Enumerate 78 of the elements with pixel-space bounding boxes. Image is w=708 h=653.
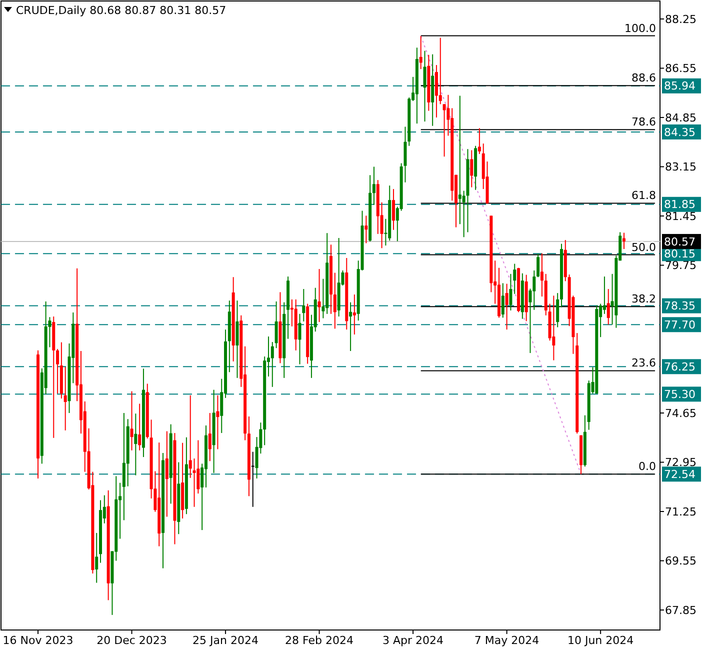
annotation: 78.6	[632, 116, 656, 129]
candlestick	[333, 272, 336, 330]
x-tick-label: 20 Dec 2023	[96, 634, 167, 647]
candlestick	[438, 37, 442, 105]
candlestick	[130, 390, 134, 451]
ref-line-label: 84.35	[664, 126, 696, 139]
candlestick	[622, 232, 626, 250]
x-tick-label: 16 Nov 2023	[2, 634, 74, 647]
candlestick	[505, 283, 508, 330]
y-tick-label: 84.85	[665, 111, 696, 124]
candlestick	[532, 270, 536, 310]
candlestick	[208, 412, 212, 462]
candlestick	[165, 430, 168, 518]
candlestick	[423, 50, 426, 122]
y-tick-label: 71.25	[665, 505, 696, 518]
ref-line-label: 77.70	[664, 318, 696, 332]
annotation: 88.6	[632, 72, 656, 85]
candlestick	[192, 458, 196, 508]
candlestick	[216, 394, 220, 450]
chart-title: CRUDE,Daily 80.68 80.87 80.31 80.57	[16, 4, 226, 17]
ref-line-label: 80.15	[664, 247, 696, 260]
candlestick	[470, 150, 474, 188]
candlestick	[352, 294, 356, 335]
candlestick	[372, 166, 376, 206]
y-tick-label: 69.55	[665, 554, 696, 568]
ref-line-label: 81.85	[664, 198, 696, 212]
x-tick-label: 28 Feb 2024	[285, 634, 354, 647]
candlestick	[138, 403, 142, 451]
annotation: 38.2	[632, 292, 656, 306]
candlestick	[434, 64, 438, 118]
y-tick-label: 81.45	[665, 210, 696, 223]
annotation: 0.0	[638, 460, 656, 474]
y-tick-label: 83.15	[665, 160, 696, 174]
candlestick	[318, 268, 321, 323]
candlestick	[188, 394, 192, 478]
ref-line-label: 80.57	[664, 235, 696, 248]
x-tick-label: 3 Apr 2024	[382, 634, 444, 647]
candlestick	[251, 451, 254, 508]
candlestick	[302, 288, 306, 322]
ref-line-label: 78.35	[664, 300, 696, 313]
annotation: 100.0	[624, 22, 656, 35]
candlestick	[364, 215, 368, 244]
candlestick	[64, 366, 67, 431]
candlestick	[298, 313, 302, 365]
annotation: 61.8	[632, 189, 656, 202]
x-tick-label: 25 Jan 2024	[192, 634, 258, 647]
y-tick-label: 88.25	[665, 12, 696, 26]
candlestick	[478, 128, 481, 154]
y-tick-label: 79.75	[665, 259, 696, 272]
ref-line-label: 76.25	[664, 360, 696, 374]
candlestick	[556, 292, 560, 328]
x-tick-label: 7 May 2024	[474, 634, 540, 647]
candlestick	[501, 282, 504, 318]
candlestick	[392, 188, 396, 230]
ref-line-label: 75.30	[664, 388, 696, 402]
candlestick	[458, 95, 462, 225]
candlestick	[134, 413, 138, 476]
candlestick	[536, 253, 540, 278]
x-tick-label: 10 Jun 2024	[567, 634, 634, 647]
candlestick	[552, 295, 556, 361]
y-tick-label: 72.95	[665, 456, 696, 470]
candlestick	[606, 288, 610, 326]
ref-line-label: 72.54	[664, 468, 696, 481]
candlestick	[419, 36, 422, 70]
candlestick	[270, 342, 274, 388]
candlestick	[274, 300, 278, 349]
candlestick	[349, 302, 352, 352]
candlestick	[509, 273, 512, 311]
candlestick	[95, 532, 98, 584]
ref-line-label: 85.94	[664, 80, 696, 93]
candlestick	[513, 263, 516, 294]
y-tick-label: 86.55	[665, 62, 696, 76]
y-tick-label: 74.65	[665, 406, 696, 420]
candlestick	[540, 252, 544, 298]
candlestick	[56, 348, 60, 394]
annotation: 50.0	[632, 240, 656, 254]
y-tick-label: 67.85	[665, 604, 696, 617]
candlestick	[602, 276, 606, 314]
